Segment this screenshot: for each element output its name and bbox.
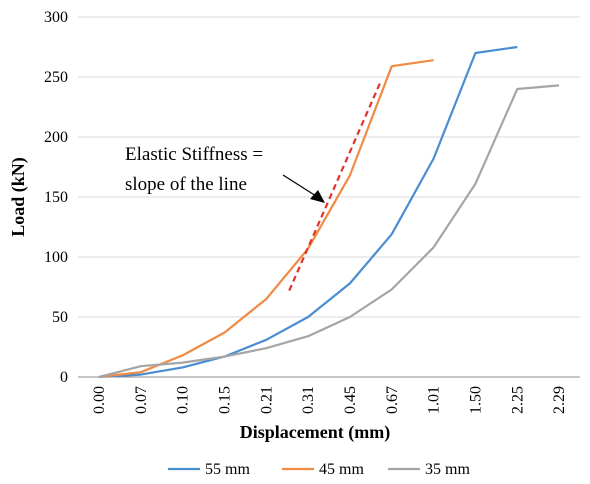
x-tick-label: 0.45 xyxy=(342,386,359,414)
x-tick-label: 0.31 xyxy=(300,386,317,414)
x-axis-label: Displacement (mm) xyxy=(240,422,390,443)
fit-line-group xyxy=(288,82,382,292)
legend-label: 35 mm xyxy=(425,461,470,478)
legend: 55 mm 45 mm 35 mm xyxy=(168,461,470,478)
y-tick-label: 100 xyxy=(44,249,68,266)
y-tick-label: 50 xyxy=(52,309,68,326)
x-tick-label: 0.10 xyxy=(175,386,192,414)
annotation-arrow xyxy=(282,174,325,203)
annotation-line-1: Elastic Stiffness = xyxy=(125,144,263,165)
x-tick-label: 0.07 xyxy=(133,386,150,414)
annotation-line-2: slope of the line xyxy=(125,174,247,195)
legend-item: 55 mm xyxy=(168,461,250,478)
y-tick-labels: 0 50 100 150 200 250 300 xyxy=(44,9,68,386)
legend-item: 35 mm xyxy=(388,461,470,478)
legend-label: 45 mm xyxy=(319,461,364,478)
x-tick-label: 2.25 xyxy=(509,386,526,414)
x-tick-label: 2.29 xyxy=(551,386,568,414)
legend-item: 45 mm xyxy=(282,461,364,478)
y-tick-label: 0 xyxy=(60,369,68,386)
x-tick-label: 0.00 xyxy=(91,386,108,414)
series-line-55-mm xyxy=(98,45,518,379)
y-tick-label: 150 xyxy=(44,189,68,206)
x-tick-label: 1.50 xyxy=(467,386,484,414)
x-tick-label: 0.67 xyxy=(384,386,401,414)
x-tick-label: 0.15 xyxy=(216,386,233,414)
y-tick-label: 200 xyxy=(44,129,68,146)
series-line-45-mm xyxy=(98,59,434,379)
y-axis-label: Load (kN) xyxy=(8,157,29,237)
x-tick-label: 0.21 xyxy=(258,386,275,414)
gridlines xyxy=(78,16,580,378)
y-tick-label: 300 xyxy=(44,9,68,26)
elastic-fit-line xyxy=(288,82,382,292)
legend-label: 55 mm xyxy=(205,461,250,478)
series-line-35-mm xyxy=(98,84,560,379)
series-lines xyxy=(98,45,560,379)
y-tick-label: 250 xyxy=(44,69,68,86)
x-tick-labels: 0.00 0.07 0.10 0.15 0.21 0.31 0.45 0.67 1.01 1.50… xyxy=(91,386,568,414)
x-tick-label: 1.01 xyxy=(426,386,443,414)
